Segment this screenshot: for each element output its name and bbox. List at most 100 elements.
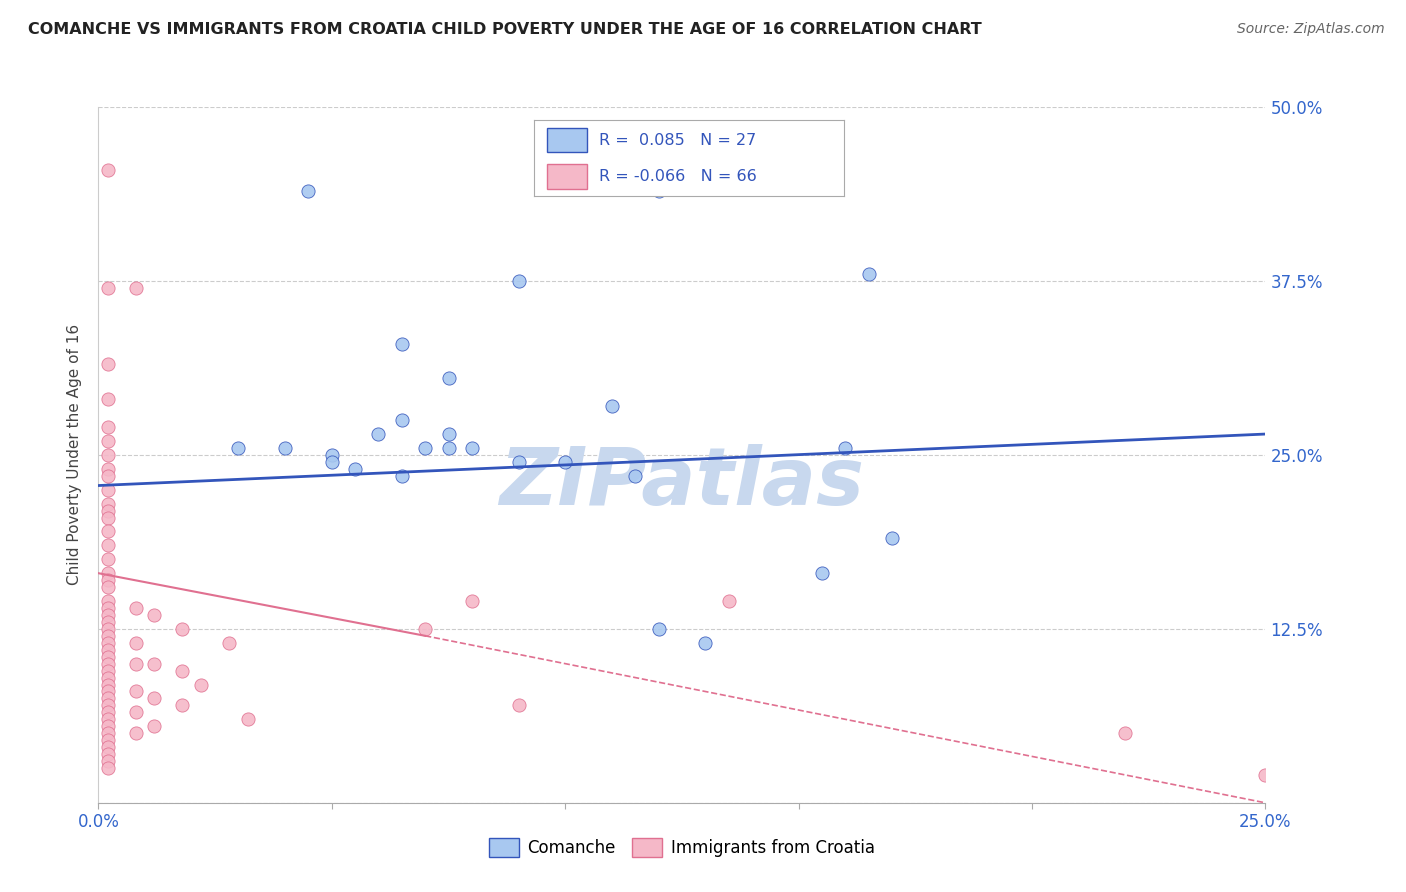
Point [97, 510, 120, 524]
Point [97, 684, 120, 698]
Point [321, 455, 343, 469]
Point [695, 636, 717, 650]
Point [97, 162, 120, 177]
Point [461, 594, 484, 608]
Point [274, 441, 297, 455]
Point [647, 622, 669, 636]
Point [508, 455, 530, 469]
Point [97, 740, 120, 755]
Point [97, 671, 120, 685]
Point [97, 594, 120, 608]
Point [125, 706, 148, 720]
Text: COMANCHE VS IMMIGRANTS FROM CROATIA CHILD POVERTY UNDER THE AGE OF 16 CORRELATIO: COMANCHE VS IMMIGRANTS FROM CROATIA CHIL… [28, 22, 981, 37]
Point [97, 552, 120, 566]
Text: ZIPatlas: ZIPatlas [499, 443, 865, 522]
Point [143, 657, 166, 671]
Point [600, 399, 623, 413]
Point [344, 462, 367, 476]
Point [367, 427, 389, 442]
Point [125, 601, 148, 615]
Point [97, 719, 120, 733]
Point [190, 677, 212, 691]
Point [811, 566, 834, 581]
Point [97, 524, 120, 539]
Point [508, 698, 530, 713]
Point [172, 664, 194, 678]
Point [97, 642, 120, 657]
Point [143, 607, 166, 622]
Point [461, 441, 484, 455]
Point [97, 677, 120, 691]
Point [97, 601, 120, 615]
Point [97, 615, 120, 629]
Point [508, 274, 530, 288]
Point [97, 448, 120, 462]
Point [125, 726, 148, 740]
Point [437, 427, 460, 442]
Point [97, 622, 120, 636]
Point [97, 657, 120, 671]
Point [413, 441, 436, 455]
Point [125, 684, 148, 698]
Point [97, 691, 120, 706]
Point [391, 336, 413, 351]
Bar [547, 128, 586, 153]
Point [1254, 768, 1277, 782]
Point [858, 267, 880, 281]
Text: Source: ZipAtlas.com: Source: ZipAtlas.com [1237, 22, 1385, 37]
Point [125, 636, 148, 650]
Point [218, 636, 240, 650]
Point [97, 712, 120, 726]
Point [391, 413, 413, 427]
Point [97, 503, 120, 517]
Point [624, 468, 647, 483]
Point [97, 468, 120, 483]
Y-axis label: Child Poverty Under the Age of 16: Child Poverty Under the Age of 16 [67, 325, 83, 585]
Point [97, 538, 120, 552]
Point [437, 441, 460, 455]
Point [172, 622, 194, 636]
Point [97, 566, 120, 581]
Point [125, 281, 148, 295]
Point [554, 455, 576, 469]
Point [97, 392, 120, 407]
Point [97, 580, 120, 594]
Point [297, 184, 319, 198]
Point [437, 371, 460, 385]
Point [834, 441, 856, 455]
Point [97, 726, 120, 740]
Point [97, 281, 120, 295]
Point [97, 698, 120, 713]
Text: R =  0.085   N = 27: R = 0.085 N = 27 [599, 133, 756, 148]
Point [97, 636, 120, 650]
Point [97, 434, 120, 448]
Point [97, 462, 120, 476]
Point [647, 184, 669, 198]
Point [97, 358, 120, 372]
Point [143, 691, 166, 706]
Point [97, 607, 120, 622]
Point [97, 483, 120, 497]
Point [97, 573, 120, 587]
Legend: Comanche, Immigrants from Croatia: Comanche, Immigrants from Croatia [482, 831, 882, 864]
Point [97, 629, 120, 643]
Point [717, 594, 740, 608]
Point [391, 468, 413, 483]
Point [1114, 726, 1136, 740]
Point [172, 698, 194, 713]
Point [228, 441, 250, 455]
Point [97, 649, 120, 664]
Point [97, 420, 120, 434]
Point [97, 754, 120, 768]
Point [97, 747, 120, 761]
Point [97, 761, 120, 775]
Point [97, 733, 120, 747]
Point [97, 664, 120, 678]
Bar [547, 164, 586, 189]
Point [880, 532, 903, 546]
Text: R = -0.066   N = 66: R = -0.066 N = 66 [599, 169, 756, 184]
Point [97, 497, 120, 511]
Point [321, 448, 343, 462]
Point [97, 706, 120, 720]
Point [125, 657, 148, 671]
